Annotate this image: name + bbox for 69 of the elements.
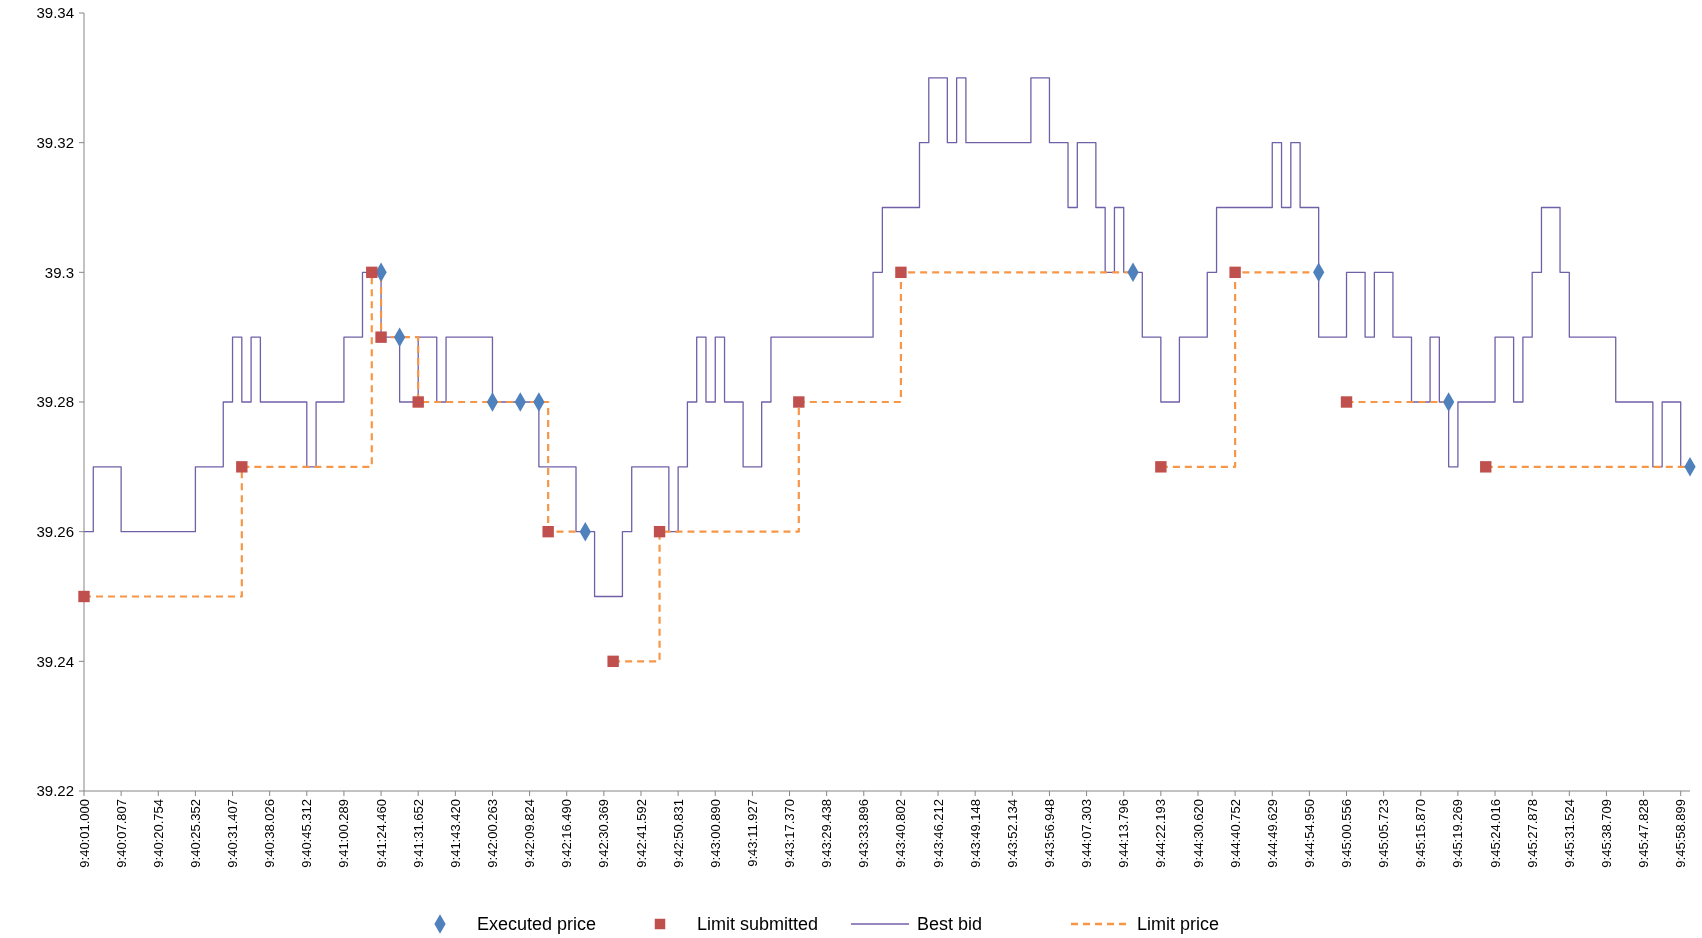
x-tick-label: 9:43:52.134 <box>1004 799 1020 868</box>
point <box>793 396 805 408</box>
x-tick-label: 9:43:49.148 <box>967 799 983 868</box>
x-tick-label: 9:40:25.352 <box>187 799 203 868</box>
x-tick-label: 9:42:09.824 <box>522 799 538 868</box>
x-tick-label: 9:40:38.026 <box>262 799 278 868</box>
point <box>236 461 248 473</box>
point <box>1340 396 1353 408</box>
x-tick-label: 9:45:47.828 <box>1636 799 1652 868</box>
y-tick-label: 39.32 <box>36 133 74 151</box>
x-tick-label: 9:45:58.899 <box>1673 799 1689 868</box>
x-tick-label: 9:43:56.948 <box>1042 799 1058 868</box>
x-tick-label: 9:43:40.802 <box>893 799 909 868</box>
legend-label: Limit price <box>1137 914 1220 935</box>
point <box>412 396 424 408</box>
x-tick-label: 9:44:30.620 <box>1190 799 1206 868</box>
x-tick-label: 9:41:43.420 <box>447 799 463 868</box>
x-tick-label: 9:42:50.831 <box>670 799 686 868</box>
legend-label: Best bid <box>917 914 983 935</box>
y-tick-label: 39.26 <box>36 522 74 540</box>
point <box>653 525 666 538</box>
x-tick-label: 9:44:54.950 <box>1301 799 1317 868</box>
y-tick-label: 39.28 <box>36 393 74 411</box>
x-tick-label: 9:40:31.407 <box>225 799 241 868</box>
x-tick-label: 9:41:31.652 <box>410 799 426 868</box>
x-tick-label: 9:43:00.890 <box>707 799 723 868</box>
x-tick-label: 9:42:30.369 <box>596 799 612 868</box>
legend-label: Executed price <box>477 914 597 935</box>
x-tick-label: 9:40:07.807 <box>113 799 129 868</box>
x-tick-label: 9:43:33.896 <box>856 799 872 868</box>
x-tick-label: 9:41:00.289 <box>336 799 352 868</box>
y-tick-label: 39.34 <box>36 4 74 22</box>
x-tick-label: 9:42:16.490 <box>559 799 575 868</box>
x-tick-label: 9:45:24.016 <box>1487 799 1503 868</box>
x-tick-label: 9:42:00.263 <box>485 799 501 868</box>
point <box>1155 461 1167 473</box>
x-tick-label: 9:40:01.000 <box>76 799 92 868</box>
x-tick-label: 9:40:20.754 <box>150 799 166 868</box>
point <box>366 266 378 279</box>
x-tick-label: 9:43:11.927 <box>744 799 760 867</box>
x-tick-label: 9:45:27.878 <box>1524 799 1540 868</box>
x-tick-label: 9:45:38.709 <box>1599 799 1614 868</box>
x-tick-label: 9:44:49.629 <box>1264 799 1280 868</box>
point <box>1229 266 1241 279</box>
x-tick-label: 9:44:22.193 <box>1153 799 1169 868</box>
x-tick-label: 9:44:13.796 <box>1116 799 1132 868</box>
point <box>78 590 90 603</box>
x-tick-label: 9:44:40.752 <box>1227 799 1243 868</box>
x-tick-label: 9:45:19.269 <box>1450 799 1466 868</box>
y-tick-label: 39.22 <box>36 782 74 800</box>
x-tick-label: 9:45:31.524 <box>1561 799 1577 868</box>
legend-label: Limit submitted <box>697 914 819 935</box>
x-tick-label: 9:43:46.212 <box>930 799 946 868</box>
point <box>542 525 554 538</box>
point <box>375 331 387 343</box>
x-tick-label: 9:45:05.723 <box>1376 799 1392 868</box>
x-tick-label: 9:42:41.592 <box>633 799 649 868</box>
point <box>1480 461 1492 473</box>
x-tick-label: 9:45:00.556 <box>1339 799 1355 868</box>
x-tick-label: 9:45:15.870 <box>1413 799 1429 868</box>
y-tick-label: 39.3 <box>44 263 74 281</box>
point <box>607 655 619 668</box>
x-tick-label: 9:44:07.303 <box>1079 799 1095 868</box>
y-tick-label: 39.24 <box>36 652 74 670</box>
point <box>895 266 907 279</box>
x-tick-label: 9:40:45.312 <box>299 799 315 868</box>
x-tick-label: 9:43:29.438 <box>819 799 835 868</box>
x-tick-label: 9:43:17.370 <box>782 799 798 868</box>
x-tick-label: 9:41:24.460 <box>373 799 389 868</box>
